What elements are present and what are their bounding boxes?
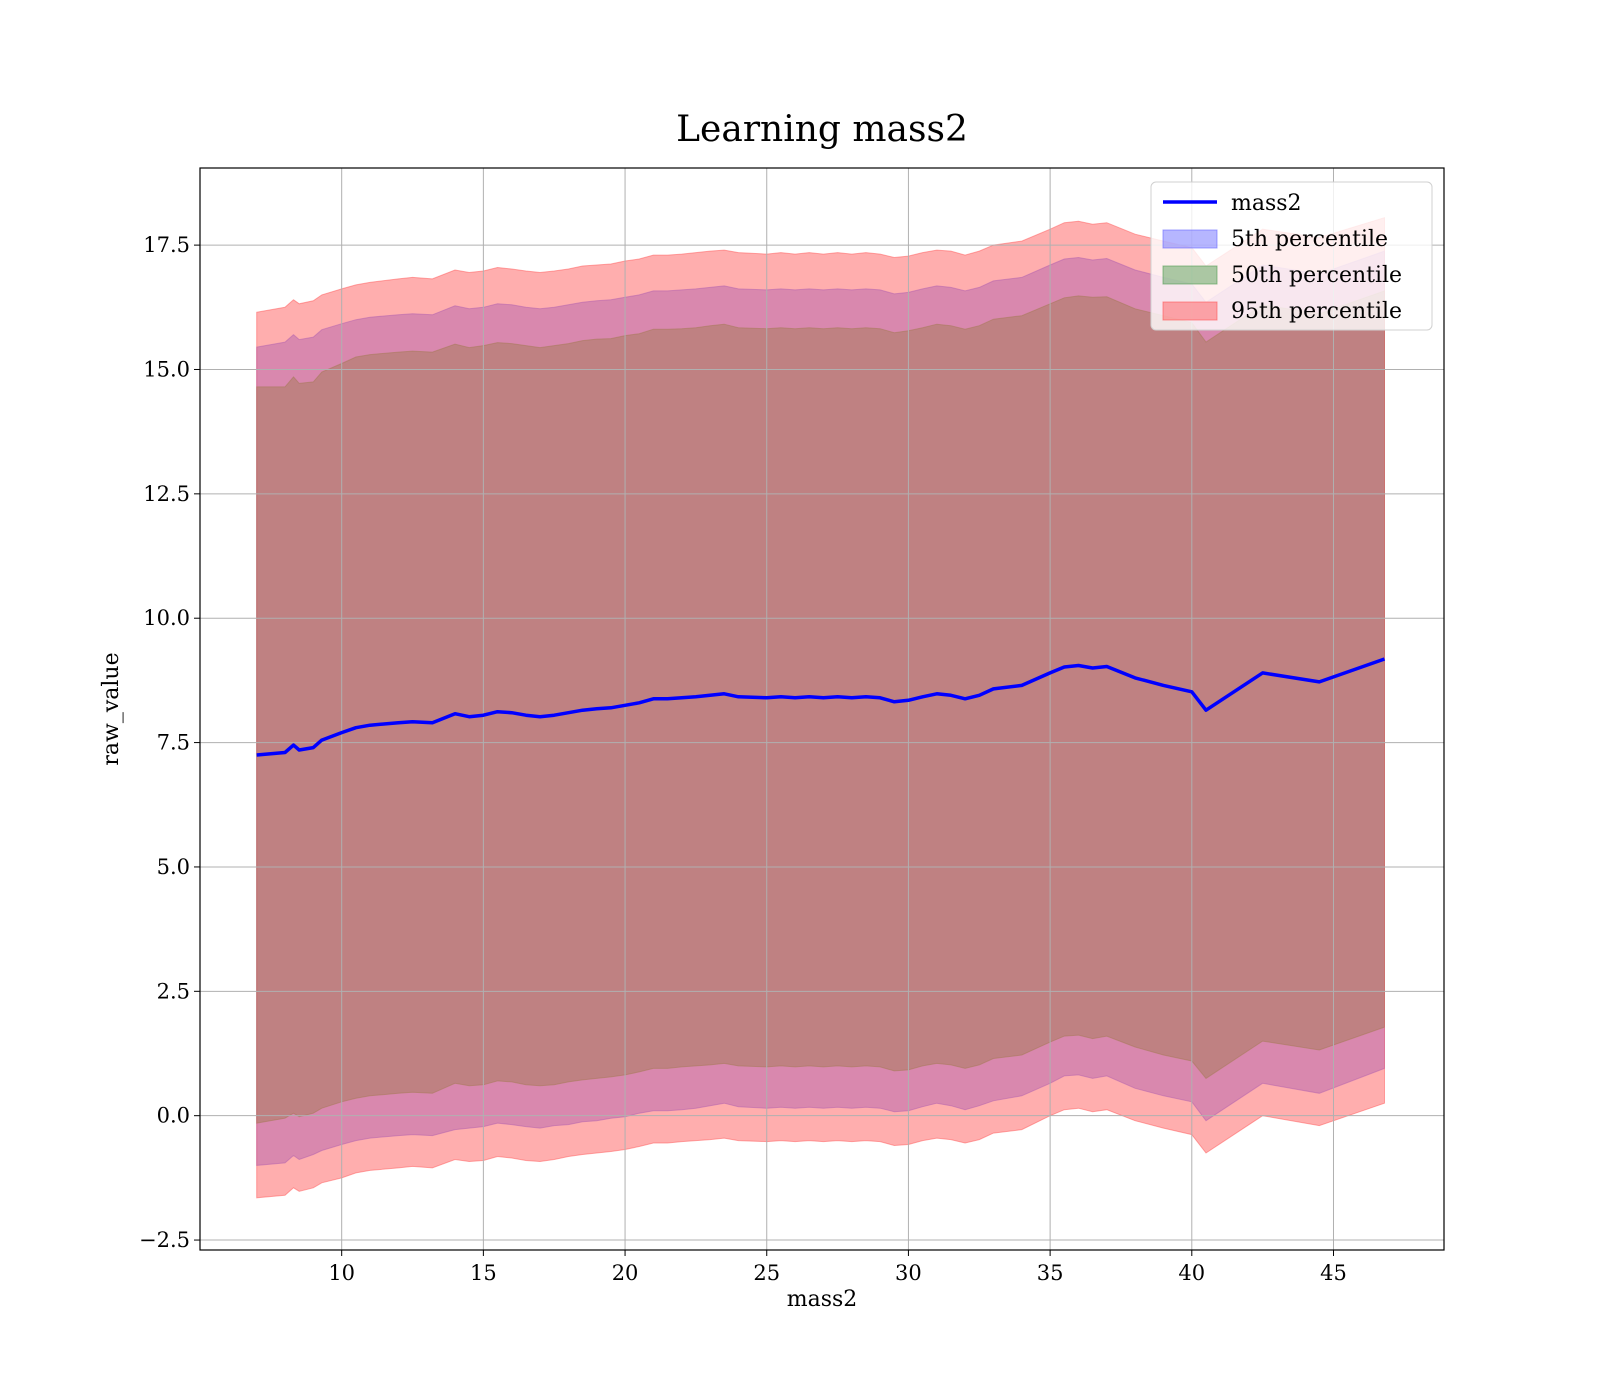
series-lines bbox=[256, 657, 1386, 757]
series-line-mass2 bbox=[256, 657, 1386, 757]
x-axis-label: mass2 bbox=[787, 1287, 858, 1312]
y-tick-label: 10.0 bbox=[143, 606, 190, 630]
band-95th-percentile bbox=[256, 217, 1385, 1199]
grid-lines bbox=[200, 168, 1444, 1250]
legend: mass2 5th percentile 50th percentile 95th p… bbox=[1150, 181, 1433, 331]
y-tick-label: 17.5 bbox=[143, 233, 190, 257]
x-tick-label: 40 bbox=[1178, 1261, 1205, 1285]
y-tick-label: 15.0 bbox=[143, 357, 190, 381]
y-tick-label: 0.0 bbox=[157, 1104, 190, 1128]
legend-swatch bbox=[1162, 229, 1218, 249]
x-tick-label: 15 bbox=[470, 1261, 497, 1285]
legend-swatch bbox=[1162, 265, 1218, 285]
legend-label: 5th percentile bbox=[1231, 227, 1388, 252]
y-tick-label: 2.5 bbox=[157, 979, 190, 1003]
x-tick-label: 20 bbox=[612, 1261, 639, 1285]
legend-label: mass2 bbox=[1231, 191, 1302, 216]
x-tick-label: 30 bbox=[895, 1261, 922, 1285]
plot-frame bbox=[199, 167, 1445, 1251]
legend-label: 95th percentile bbox=[1231, 299, 1402, 324]
legend-box bbox=[1150, 181, 1433, 331]
chart-title: Learning mass2 bbox=[676, 109, 968, 150]
x-tick-label: 35 bbox=[1037, 1261, 1064, 1285]
legend-swatch bbox=[1162, 301, 1218, 321]
x-axis-ticks: 10 15 20 25 30 35 40 45 bbox=[328, 1250, 1347, 1285]
y-tick-label: −2.5 bbox=[139, 1228, 190, 1252]
y-axis-ticks: −2.5 0.0 2.5 5.0 7.5 10.0 12.5 15.0 17.5 bbox=[139, 233, 200, 1252]
x-tick-label: 10 bbox=[328, 1261, 355, 1285]
legend-label: 50th percentile bbox=[1231, 263, 1402, 288]
x-tick-label: 45 bbox=[1320, 1261, 1347, 1285]
percentile-bands bbox=[256, 217, 1385, 1199]
y-tick-label: 5.0 bbox=[157, 855, 190, 879]
y-tick-label: 7.5 bbox=[157, 731, 190, 755]
x-tick-label: 25 bbox=[753, 1261, 780, 1285]
y-tick-label: 12.5 bbox=[143, 482, 190, 506]
y-axis-label: raw_value bbox=[99, 652, 124, 765]
